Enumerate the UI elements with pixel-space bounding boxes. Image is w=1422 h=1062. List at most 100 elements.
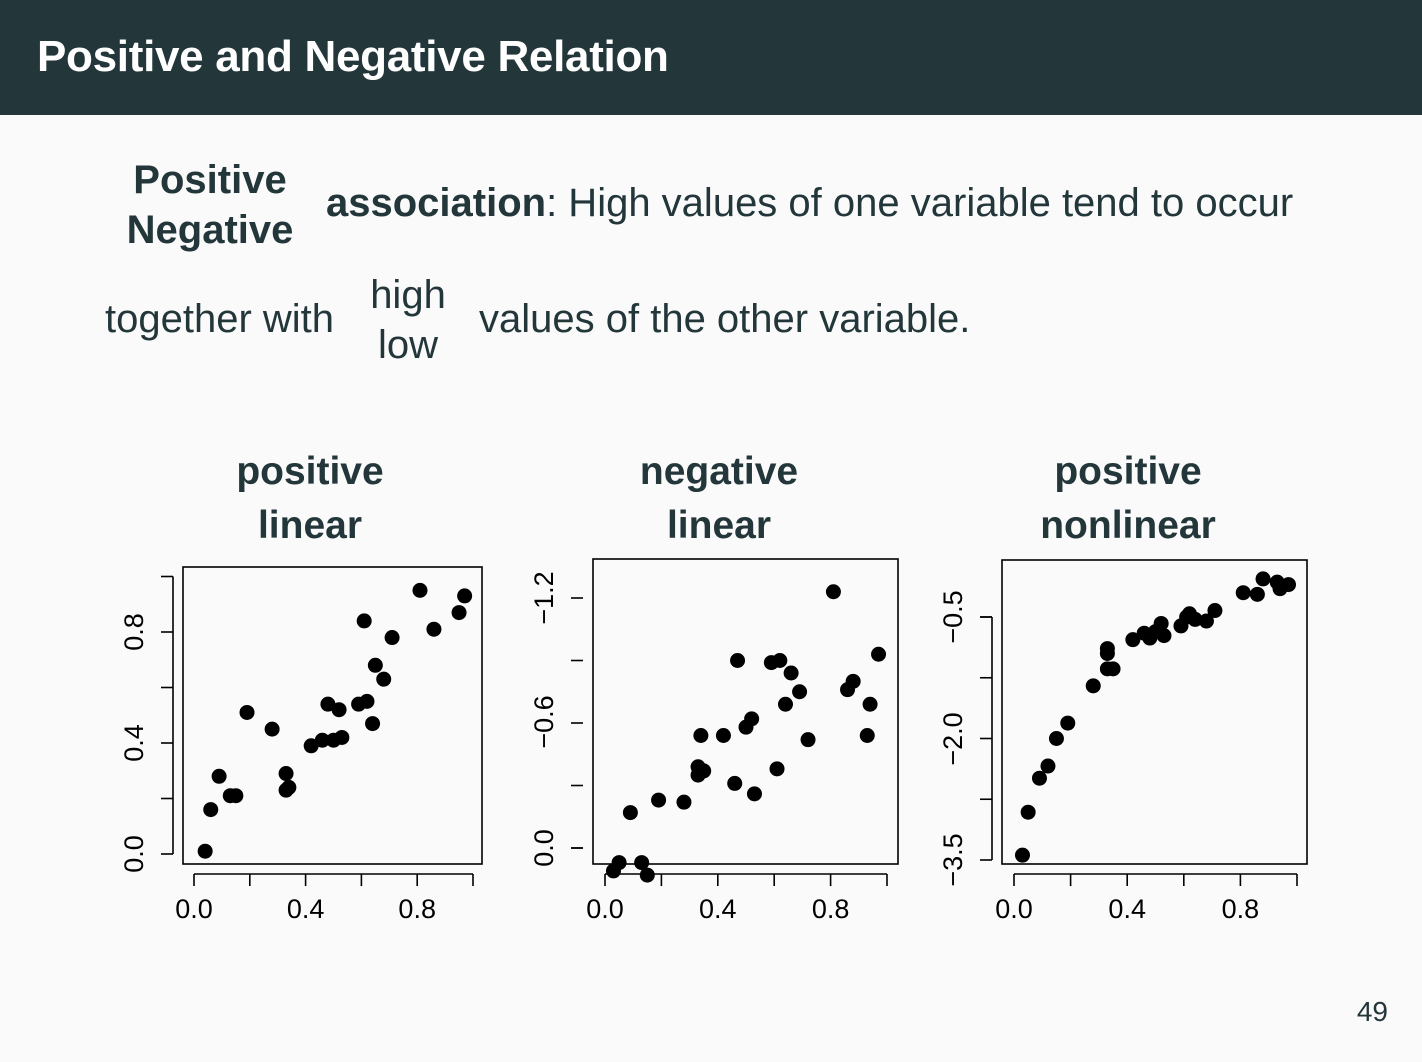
chart-1-point bbox=[457, 588, 473, 604]
chart-1-point bbox=[412, 582, 428, 598]
header-bar: Positive and Negative Relation bbox=[0, 0, 1422, 115]
chart-1-point bbox=[365, 716, 381, 732]
chart-2-point bbox=[792, 684, 808, 700]
chart-2-point bbox=[825, 584, 841, 600]
chart-2-point bbox=[871, 646, 887, 662]
chart-1-point bbox=[314, 732, 330, 748]
chart-3-point bbox=[1020, 804, 1036, 820]
chart-3-point bbox=[1040, 758, 1056, 774]
chart-2-title-line-2: linear bbox=[666, 504, 772, 547]
chart-1-x-tick-label: 0.4 bbox=[287, 894, 325, 924]
chart-1-y-tick-label: 0.0 bbox=[119, 835, 149, 873]
chart-1-point bbox=[359, 693, 375, 709]
chart-2-title-line-1: negative bbox=[639, 450, 799, 493]
chart-1-title-line-2: linear bbox=[257, 504, 363, 547]
chart-1-title-line-1: positive bbox=[236, 450, 384, 493]
chart-2-point bbox=[783, 665, 799, 681]
chart-1-title: positive linear bbox=[150, 445, 470, 553]
chart-3-x-tick-label: 0.4 bbox=[1108, 894, 1146, 924]
chart-2-point bbox=[634, 855, 650, 871]
chart-3-point bbox=[1125, 632, 1141, 648]
chart-1-point bbox=[239, 704, 255, 720]
chart-2-frame bbox=[592, 558, 899, 865]
chart-2-point bbox=[730, 653, 746, 668]
chart-2-point bbox=[639, 867, 655, 883]
chart-3-point bbox=[1060, 715, 1076, 731]
chart-3-point bbox=[1255, 571, 1271, 587]
chart-1-point bbox=[384, 630, 400, 646]
chart-2-point bbox=[859, 728, 875, 743]
chart-3-point bbox=[1156, 628, 1172, 644]
stack-word-low: low bbox=[377, 323, 439, 367]
chart-3-y-tick-label: −3.5 bbox=[938, 833, 968, 886]
chart-3-point bbox=[1099, 645, 1115, 661]
chart-3-point bbox=[1198, 613, 1214, 629]
chart-1-point bbox=[211, 768, 227, 784]
chart-2-x-tick-label: 0.0 bbox=[586, 894, 624, 924]
chart-2-point bbox=[622, 805, 638, 821]
chart-3-point bbox=[1187, 611, 1203, 627]
chart-2-point bbox=[715, 728, 731, 743]
chart-1-point bbox=[334, 729, 350, 745]
chart-1-point bbox=[281, 779, 297, 795]
chart-1-point bbox=[320, 696, 336, 712]
chart-2-point bbox=[845, 673, 861, 689]
chart-2-point bbox=[611, 855, 627, 871]
chart-3-x-tick-label: 0.0 bbox=[995, 894, 1033, 924]
chart-3-point bbox=[1207, 603, 1223, 619]
page-title: Positive and Negative Relation bbox=[37, 32, 669, 81]
high-low-stack: high low bbox=[358, 270, 458, 370]
chart-1-x-tick-label: 0.0 bbox=[175, 894, 213, 924]
chart-2-y-tick-label: 0.0 bbox=[529, 829, 559, 867]
chart-2-point bbox=[727, 775, 743, 791]
chart-1-point bbox=[197, 843, 213, 859]
chart-3-title-line-1: positive bbox=[1054, 450, 1202, 493]
stack-word-negative: Negative bbox=[126, 208, 294, 252]
chart-1-point bbox=[356, 613, 372, 629]
definition-line-2-end: values of the other variable. bbox=[479, 297, 971, 341]
chart-2-point bbox=[693, 728, 709, 743]
chart-1-point bbox=[367, 657, 383, 673]
chart-3-point bbox=[1048, 731, 1064, 746]
chart-2-point bbox=[800, 732, 816, 748]
chart-2-point bbox=[696, 763, 712, 779]
chart-2-x-tick-label: 0.8 bbox=[812, 894, 850, 924]
chart-3-point bbox=[1014, 847, 1030, 863]
chart-2-point bbox=[769, 761, 785, 777]
chart-3-point bbox=[1031, 770, 1047, 786]
chart-2-point bbox=[651, 792, 667, 808]
chart-3-point bbox=[1085, 678, 1101, 694]
chart-1-point bbox=[278, 766, 294, 782]
chart-3-point bbox=[1281, 577, 1297, 593]
chart-1-point bbox=[264, 721, 280, 737]
chart-1-y-tick-label: 0.8 bbox=[119, 613, 149, 651]
stack-word-positive: Positive bbox=[133, 158, 287, 202]
chart-2-point bbox=[777, 696, 793, 712]
chart-2-point bbox=[862, 696, 878, 712]
chart-3-point bbox=[1153, 615, 1169, 631]
chart-3-frame bbox=[1001, 559, 1308, 865]
chart-3-y-tick-label: −2.0 bbox=[938, 712, 968, 765]
chart-3-point bbox=[1249, 586, 1265, 602]
chart-3-y-tick-label: −0.5 bbox=[938, 590, 968, 643]
chart-2-point bbox=[772, 653, 788, 668]
chart-2-y-tick-label: −1.2 bbox=[529, 571, 559, 624]
chart-1-point bbox=[228, 788, 244, 804]
positive-negative-stack: Positive Negative bbox=[110, 155, 310, 255]
chart-2-point bbox=[746, 786, 762, 802]
definition-line-1-rest: : High values of one variable tend to oc… bbox=[546, 181, 1294, 225]
association-term: association bbox=[326, 181, 547, 225]
chart-1-point bbox=[303, 738, 319, 754]
page-number: 49 bbox=[1356, 996, 1388, 1027]
chart-3-title-line-2: nonlinear bbox=[1040, 504, 1216, 547]
chart-2-x-tick-label: 0.4 bbox=[699, 894, 737, 924]
chart-3-point bbox=[1105, 661, 1121, 677]
chart-1-y-tick-label: 0.4 bbox=[119, 724, 149, 762]
chart-1-frame bbox=[182, 566, 483, 865]
chart-2-title: negative linear bbox=[559, 445, 879, 553]
chart-3-x-tick-label: 0.8 bbox=[1222, 894, 1260, 924]
definition-line-2-start: together with bbox=[105, 297, 335, 341]
chart-3-title: positive nonlinear bbox=[968, 445, 1288, 553]
chart-2-y-tick-label: −0.6 bbox=[529, 695, 559, 748]
